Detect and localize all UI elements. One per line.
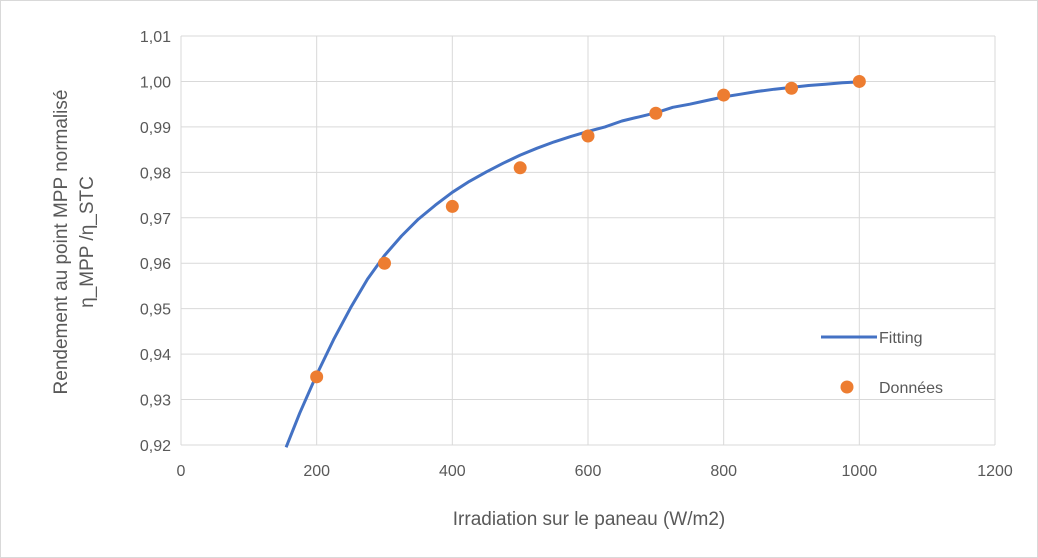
data-point bbox=[445, 199, 459, 213]
x-axis-title: Irradiation sur le paneau (W/m2) bbox=[453, 509, 725, 530]
data-point bbox=[310, 370, 324, 384]
legend-fitting-label: Fitting bbox=[879, 330, 923, 347]
y-tick-label: 0,97 bbox=[140, 211, 171, 228]
x-tick-label: 0 bbox=[177, 463, 186, 480]
x-tick-label: 1000 bbox=[842, 463, 878, 480]
fitting-line bbox=[284, 80, 860, 448]
data-point bbox=[378, 256, 391, 270]
data-point bbox=[649, 106, 663, 120]
x-tick-label: 400 bbox=[439, 463, 466, 480]
data-point bbox=[785, 81, 798, 95]
y-axis-title: Rendement au point MPP normalisé η_MPP /… bbox=[51, 90, 98, 395]
y-tick-label: 0,98 bbox=[140, 165, 171, 182]
x-tick-label: 200 bbox=[303, 463, 330, 480]
y-tick-label: 0,94 bbox=[140, 347, 171, 364]
data-point bbox=[852, 74, 866, 88]
donnees-series bbox=[310, 74, 866, 384]
y-tick-label: 0,92 bbox=[140, 438, 171, 455]
y-axis-title-line-1: Rendement au point MPP normalisé bbox=[51, 90, 72, 395]
data-point bbox=[717, 88, 731, 102]
fitting-series bbox=[284, 80, 860, 448]
x-tick-label: 600 bbox=[575, 463, 602, 480]
legend-donnees-swatch bbox=[840, 380, 854, 394]
data-point bbox=[581, 129, 595, 143]
legend: Fitting Données bbox=[821, 330, 943, 397]
y-tick-label: 0,99 bbox=[140, 120, 171, 137]
y-tick-label: 0,96 bbox=[140, 256, 171, 273]
y-axis-title-line-2: η_MPP /η_STC bbox=[77, 176, 98, 308]
y-tick-label: 1,00 bbox=[140, 74, 171, 91]
grid bbox=[180, 35, 996, 446]
y-tick-labels: 0,92 0,93 0,94 0,95 0,96 0,97 0,98 0,99 1,00 1,01 bbox=[140, 29, 171, 455]
x-tick-label: 800 bbox=[710, 463, 737, 480]
data-point bbox=[513, 161, 527, 175]
legend-donnees-label: Données bbox=[879, 380, 943, 397]
y-tick-label: 0,95 bbox=[140, 302, 171, 319]
y-tick-label: 0,93 bbox=[140, 393, 171, 410]
y-tick-label: 1,01 bbox=[140, 29, 171, 46]
x-tick-labels: 0 200 400 600 800 1000 1200 bbox=[177, 463, 1013, 480]
x-tick-label: 1200 bbox=[977, 463, 1013, 480]
